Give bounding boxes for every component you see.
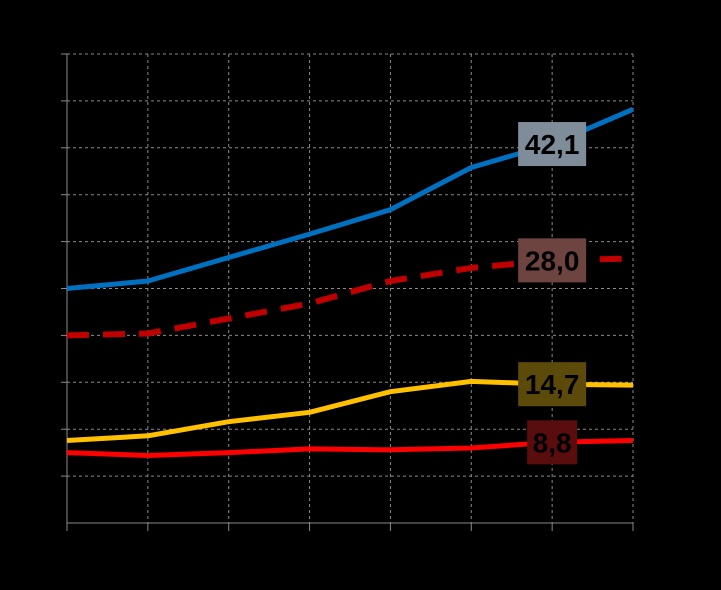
data-label-text: 42,1 xyxy=(525,129,580,160)
data-label-red-dashed: 28,0 xyxy=(518,238,587,283)
data-label-box xyxy=(518,238,587,283)
data-label-text: 14,7 xyxy=(525,369,580,400)
grid xyxy=(67,53,634,523)
data-label-yellow: 14,7 xyxy=(518,362,587,407)
data-labels: 42,1 28,0 14,7 8,8 xyxy=(518,122,587,465)
data-label-box xyxy=(518,122,587,167)
data-label-text: 28,0 xyxy=(525,245,580,276)
data-label-blue: 42,1 xyxy=(518,122,587,167)
data-label-box xyxy=(527,420,578,465)
data-label-box xyxy=(518,362,587,407)
data-label-text: 8,8 xyxy=(533,427,572,458)
data-label-red: 8,8 xyxy=(527,420,578,465)
